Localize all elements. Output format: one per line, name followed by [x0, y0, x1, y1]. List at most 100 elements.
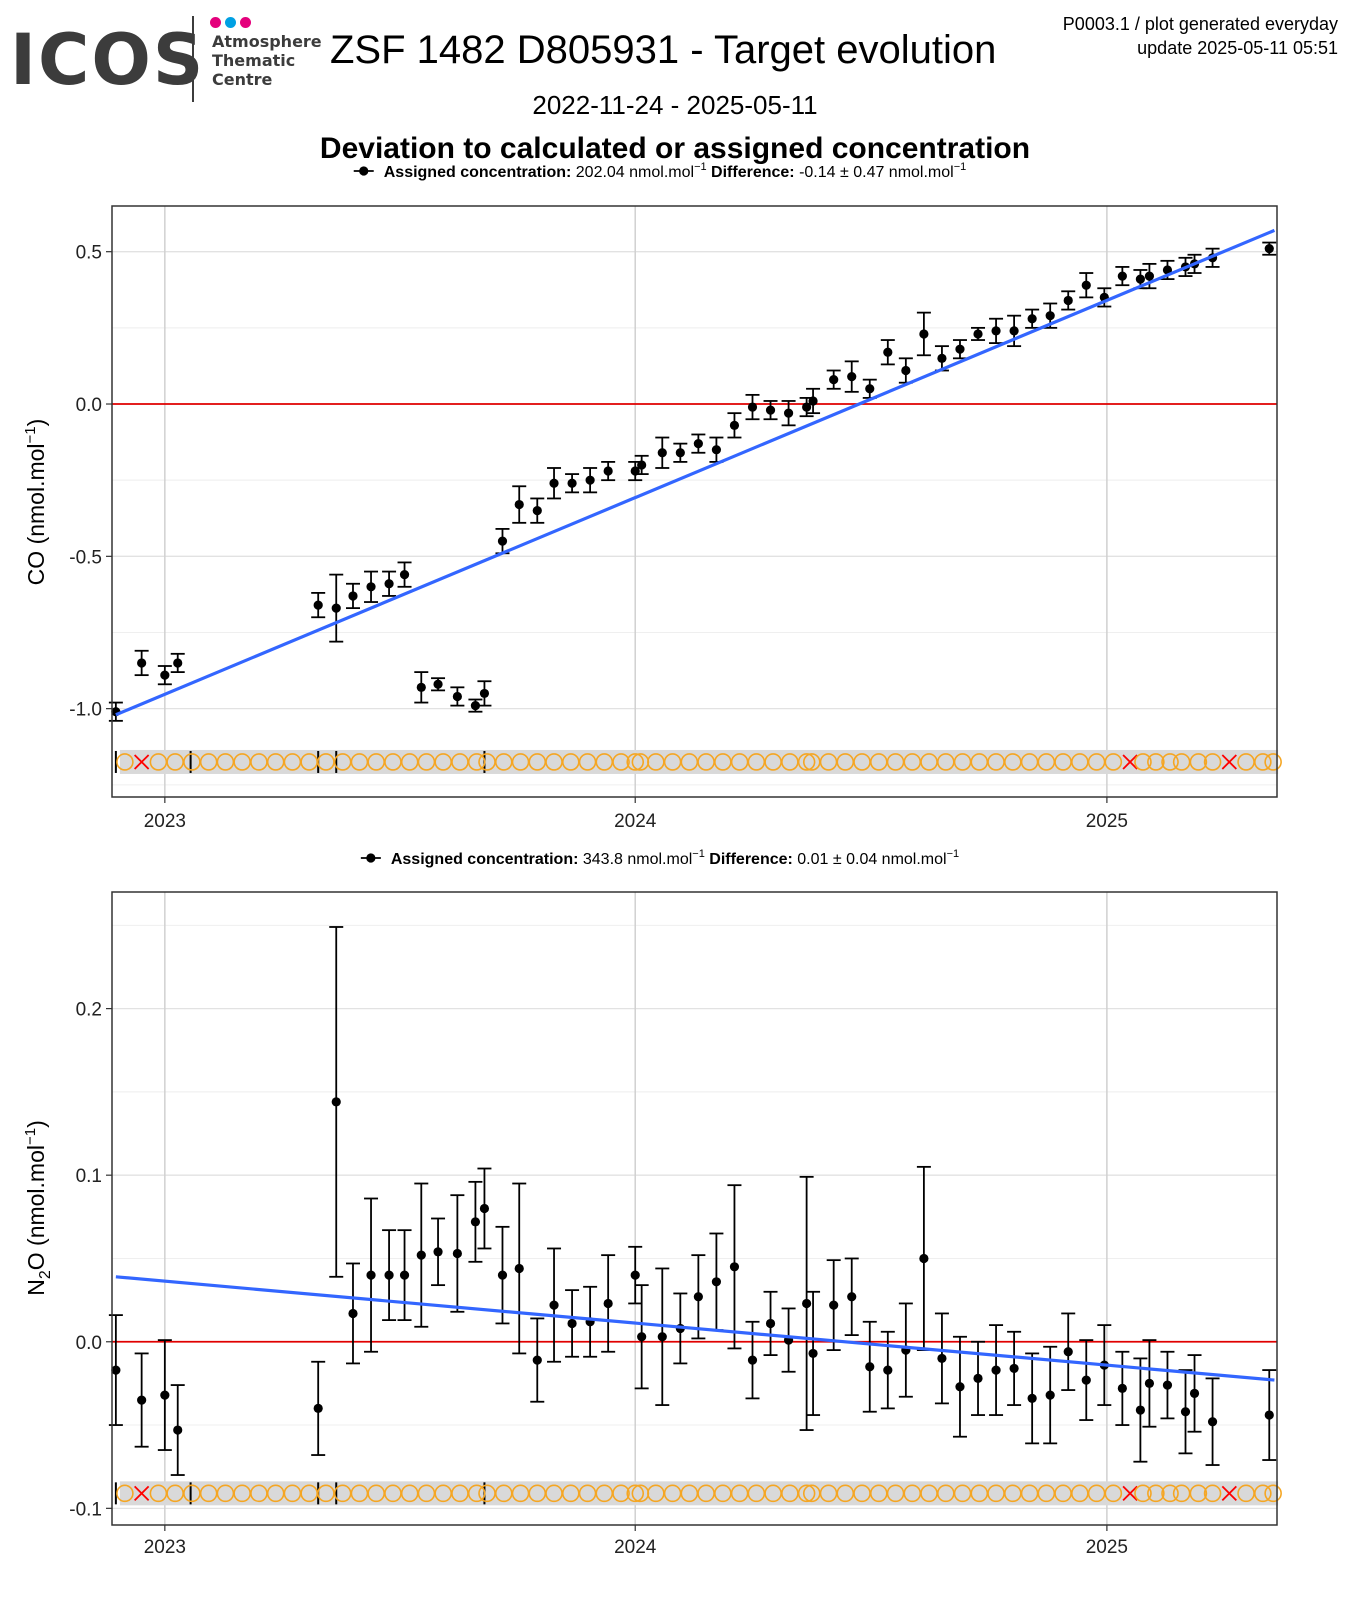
- data-point: [567, 478, 577, 488]
- logo-dots-icon: [210, 15, 255, 33]
- data-point: [991, 326, 1001, 336]
- data-point: [585, 475, 595, 485]
- data-point: [348, 591, 358, 601]
- data-point: [479, 1203, 490, 1214]
- data-point: [675, 448, 685, 458]
- flag-band: [119, 1481, 1279, 1506]
- x-tick-label: 2023: [144, 811, 186, 832]
- flag-circle: [1189, 1484, 1208, 1503]
- data-point: [470, 701, 481, 711]
- chart-panel-1: -1.0 -0.5 0.0 0.5 2023 2024 2025 CO (nmol.mol−1…: [22, 161, 1282, 832]
- y-tick-label: 0.0: [76, 1333, 102, 1354]
- data-point: [532, 506, 542, 516]
- y-axis-label: N2O (nmol.mol−1): [22, 1120, 54, 1296]
- flag-circle: [467, 753, 486, 771]
- trend-line: [115, 1275, 1275, 1382]
- logo-divider: [192, 16, 194, 102]
- legend-key-dot: [359, 166, 369, 176]
- flag-circle: [626, 753, 645, 771]
- data-point: [630, 1270, 640, 1280]
- data-point: [1027, 1393, 1037, 1403]
- data-point: [973, 329, 983, 339]
- data-point: [433, 679, 443, 689]
- flag-circle: [1254, 753, 1272, 771]
- x-tick-label: 2023: [144, 1537, 186, 1558]
- flag-circle: [1104, 1484, 1123, 1503]
- data-point: [399, 1270, 410, 1280]
- data-point: [567, 1318, 577, 1329]
- logo-dot-icon: [240, 17, 251, 28]
- icos-logo: ICOS: [10, 19, 206, 101]
- data-point: [711, 1277, 722, 1287]
- data-point: [802, 1298, 812, 1309]
- flag-cross: [1221, 754, 1237, 770]
- data-point: [497, 1270, 508, 1280]
- data-point: [783, 408, 794, 418]
- flag-circle: [1264, 1484, 1282, 1503]
- flag-cross: [1122, 1485, 1138, 1501]
- flag-circle: [1203, 753, 1222, 771]
- data-point: [399, 570, 410, 580]
- data-point: [1180, 1407, 1191, 1417]
- logo-subtitle: Atmosphere Thematic Centre: [212, 32, 322, 89]
- y-tick-label: 0.0: [76, 395, 102, 416]
- data-point: [747, 402, 758, 412]
- flag-cross: [134, 754, 150, 770]
- data-point: [829, 375, 839, 385]
- flag-circle: [1161, 753, 1179, 771]
- data-point: [366, 1270, 376, 1280]
- data-point: [348, 1308, 358, 1319]
- data-point: [416, 682, 426, 692]
- x-tick-label: 2025: [1086, 811, 1128, 832]
- x-tick-label: 2024: [614, 1537, 657, 1558]
- data-point: [137, 1395, 147, 1405]
- data-point: [991, 1365, 1001, 1375]
- data-point: [532, 1355, 542, 1365]
- data-point: [657, 1332, 667, 1342]
- flag-circle: [1134, 1484, 1152, 1503]
- data-point: [497, 536, 508, 546]
- data-point: [1264, 244, 1274, 254]
- data-point: [955, 344, 965, 354]
- flag-circle: [797, 753, 816, 771]
- y-axis-label: CO (nmol.mol−1): [22, 419, 49, 586]
- flag-circle: [612, 1484, 630, 1503]
- data-point: [384, 1270, 394, 1280]
- data-point: [433, 1247, 443, 1257]
- data-point: [637, 1332, 647, 1342]
- data-point: [1045, 311, 1055, 321]
- data-point: [549, 1300, 559, 1310]
- flag-circle: [1147, 753, 1165, 771]
- data-point: [1081, 1375, 1091, 1385]
- data-point: [384, 579, 394, 589]
- data-point: [919, 329, 929, 339]
- data-point: [847, 1292, 857, 1302]
- data-point: [514, 499, 524, 510]
- legend-text: Assigned concentration: 202.04 nmol.mol−…: [384, 161, 967, 181]
- y-tick-label: 0.1: [76, 1166, 102, 1187]
- data-point: [1189, 1388, 1200, 1399]
- y-tick-label: -1.0: [69, 700, 102, 721]
- data-point: [1063, 295, 1073, 306]
- plot-border: [111, 205, 1278, 798]
- logo-dot-icon: [210, 17, 221, 28]
- flag-circle: [467, 1484, 486, 1503]
- data-point: [479, 688, 490, 699]
- x-tick-label: 2025: [1086, 1537, 1128, 1558]
- flag-circle: [797, 1484, 816, 1503]
- data-point: [955, 1382, 965, 1392]
- data-point: [1207, 1417, 1218, 1427]
- data-point: [111, 1365, 121, 1375]
- data-point: [331, 603, 341, 613]
- data-point: [313, 1403, 323, 1413]
- data-point: [549, 478, 559, 488]
- data-point: [470, 1217, 481, 1227]
- flag-circle: [612, 753, 630, 771]
- data-point: [416, 1250, 426, 1260]
- data-point: [829, 1300, 839, 1310]
- data-point: [693, 439, 703, 449]
- flag-cross: [134, 1485, 150, 1501]
- legend-key-dot: [366, 853, 376, 863]
- data-point: [603, 1298, 613, 1309]
- trend-line: [115, 228, 1276, 717]
